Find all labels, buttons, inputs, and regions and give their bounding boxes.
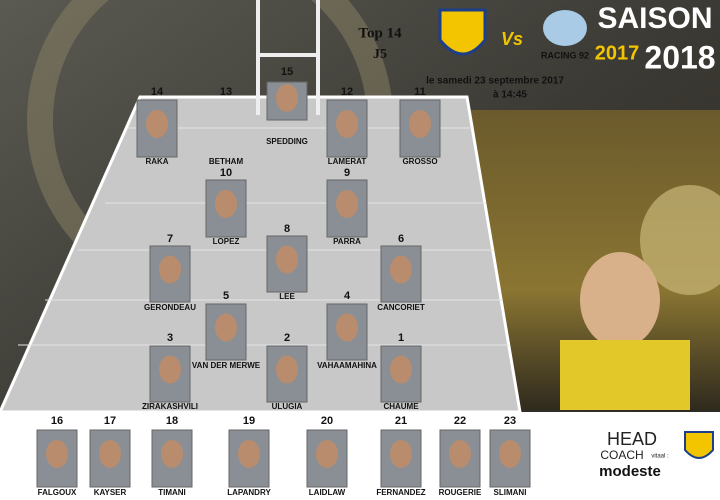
player-name: LAPANDRY [227,488,271,497]
player-name: ZIRAKASHVILI [142,402,198,411]
player-head [159,255,181,284]
player-head [161,439,183,468]
coach-note: vitaal : [651,454,669,460]
player-head [46,439,68,468]
player-name: RAKA [145,157,168,166]
player-head [390,255,412,284]
season-end: 2018 [644,39,715,75]
player-photo [205,179,247,238]
player-name: LAIDLAW [309,488,346,497]
player-head [99,439,121,468]
player-head [215,189,237,218]
player-head [336,313,358,342]
player-number: 21 [395,415,407,427]
player-name: BETHAM [209,157,244,166]
player-name: KAYSER [94,488,127,497]
player-number: 5 [223,290,229,302]
player-head [449,439,471,468]
player-head [159,355,181,384]
player-number: 16 [51,415,63,427]
player-head [276,83,298,112]
match-date: le samedi 23 septembre 2017 [426,76,564,87]
club-logo [684,431,714,459]
coach-line1: HEAD [607,429,657,449]
player-name: FALGOUX [38,488,77,497]
player-number: 12 [341,86,353,98]
player-name: ROUGERIE [439,488,482,497]
player-name: LEE [279,292,295,301]
player-face [580,252,660,348]
coach-line2: COACH [600,448,643,462]
shield [640,185,720,295]
player-head [390,355,412,384]
round: J5 [373,47,387,62]
player-number: 23 [504,415,516,427]
player-name: FERNANDEZ [376,488,425,497]
player-photo [489,429,531,488]
player-head [276,245,298,274]
player-name: LAMERAT [328,157,367,166]
goal-posts [256,0,320,115]
player-number: 15 [281,66,293,78]
player-name: LOPEZ [213,237,240,246]
player-head [276,355,298,384]
season-start: 2017 [595,42,640,64]
player-number: 3 [167,332,173,344]
player-name: GERONDEAU [144,303,196,312]
player-name: CANCORIET [377,303,425,312]
player-head [336,189,358,218]
player-number: 14 [151,86,164,98]
player-name: CHAUME [383,402,419,411]
player-number: 1 [398,332,404,344]
player-head [499,439,521,468]
season-word: SAISON [597,2,712,35]
away-logo-text: RACING 92 [541,50,589,60]
player-head [146,109,168,138]
player-name: VAN DER MERWE [192,361,261,370]
player-name: SLIMANI [494,488,527,497]
player-number: 7 [167,233,173,245]
player-photo [205,303,247,361]
player-name: ULUGIA [272,402,303,411]
player-name: PARRA [333,237,361,246]
player-number: 20 [321,415,333,427]
player-head [316,439,338,468]
player-number: 17 [104,415,116,427]
competition: Top 14 [358,25,402,41]
coach-name: modeste [599,463,661,480]
player-name: GROSSO [402,157,437,166]
player-name: TIMANI [158,488,186,497]
player-number: 18 [166,415,178,427]
player-number: 10 [220,167,232,179]
player-head [390,439,412,468]
away-logo [543,10,587,46]
player-number: 2 [284,332,290,344]
player-name: SPEDDING [266,137,308,146]
player-number: 22 [454,415,466,427]
player-number: 8 [284,223,290,235]
player-head [336,109,358,138]
player-head [215,313,237,342]
player-number: 11 [414,86,426,98]
match-time: à 14:45 [493,90,527,101]
player-head [409,109,431,138]
player-number: 6 [398,233,404,245]
player-number: 13 [220,86,232,98]
player-number: 4 [344,290,351,302]
player-number: 19 [243,415,255,427]
player-number: 9 [344,167,350,179]
home-logo [438,8,487,56]
versus: Vs [501,29,523,49]
player-name: VAHAAMAHINA [317,361,377,370]
player-head [238,439,260,468]
jersey [560,340,690,410]
